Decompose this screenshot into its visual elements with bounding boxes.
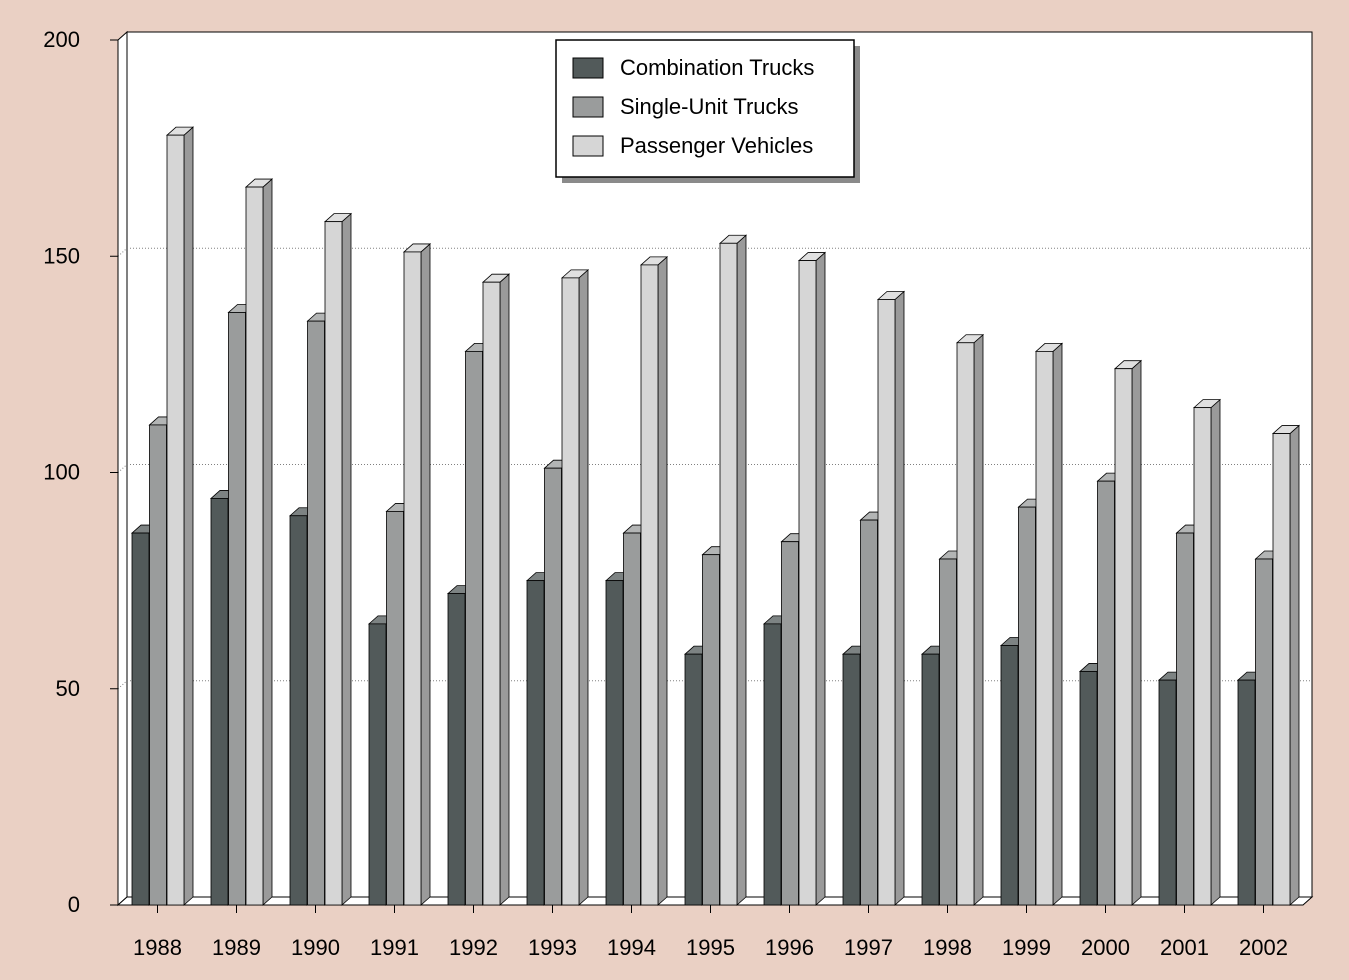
legend-label: Combination Trucks xyxy=(620,55,814,80)
x-tick-label: 2000 xyxy=(1081,935,1130,960)
bar xyxy=(798,260,817,906)
legend-label: Single-Unit Trucks xyxy=(620,94,799,119)
y-tick-label: 100 xyxy=(43,460,80,485)
bar-side xyxy=(499,273,510,906)
bar xyxy=(1193,407,1212,906)
tick-labels: 0 50 100 150 200 1988 1989 1990 1991 1992 1993 1994… xyxy=(43,27,1288,960)
x-tick-label: 1999 xyxy=(1002,935,1051,960)
bar xyxy=(921,653,940,906)
bar xyxy=(956,342,975,906)
bar xyxy=(544,467,562,906)
bar xyxy=(605,580,624,906)
bar xyxy=(684,653,703,906)
bar xyxy=(166,134,185,906)
x-tick-label: 1996 xyxy=(765,935,814,960)
bar xyxy=(702,554,720,906)
bar-side xyxy=(341,212,352,906)
bar xyxy=(640,264,659,906)
bar xyxy=(1097,480,1115,906)
bar-side xyxy=(894,290,905,906)
bar-side xyxy=(1131,359,1142,906)
bar xyxy=(763,623,782,906)
bar xyxy=(781,541,799,906)
bar xyxy=(307,320,325,906)
legend-box xyxy=(555,39,855,178)
bar-side xyxy=(736,234,747,906)
bars xyxy=(130,126,1301,906)
bar xyxy=(842,653,861,906)
y-tick-label: 200 xyxy=(43,27,80,52)
legend-swatch xyxy=(572,96,604,118)
bar xyxy=(1000,645,1019,906)
legend: Combination Trucks Single-Unit Trucks Pass… xyxy=(555,39,860,183)
legend-label: Passenger Vehicles xyxy=(620,133,813,158)
bar xyxy=(1035,350,1054,906)
bar xyxy=(1018,506,1036,906)
bar xyxy=(1079,671,1098,906)
y-tick-label: 0 xyxy=(68,892,80,917)
bar xyxy=(1272,433,1291,906)
bar xyxy=(1255,558,1273,906)
bar-side xyxy=(657,256,668,906)
gridline-side xyxy=(117,680,128,690)
bar xyxy=(368,623,387,906)
bar xyxy=(447,593,466,906)
legend-swatch xyxy=(572,57,604,79)
x-tick-label: 2002 xyxy=(1239,935,1288,960)
bar xyxy=(1176,532,1194,906)
x-tick-label: 1993 xyxy=(528,935,577,960)
x-tick-label: 1994 xyxy=(607,935,656,960)
bar-side xyxy=(262,178,273,906)
bar xyxy=(561,277,580,906)
y-tick-label: 50 xyxy=(56,676,80,701)
x-tick-label: 2001 xyxy=(1160,935,1209,960)
bar-side xyxy=(1052,342,1063,906)
gridline-side xyxy=(117,247,128,257)
x-tick-label: 1988 xyxy=(133,935,182,960)
bar xyxy=(526,580,545,906)
bar xyxy=(939,558,957,906)
y-tick-label: 150 xyxy=(43,243,80,268)
bar xyxy=(403,251,422,906)
bar-side xyxy=(1210,398,1221,906)
gridline-side xyxy=(117,464,128,473)
bar xyxy=(228,312,246,906)
bar xyxy=(860,519,878,906)
bar xyxy=(877,299,896,906)
bar-side xyxy=(815,251,826,906)
x-tick-label: 1995 xyxy=(686,935,735,960)
bar xyxy=(1114,368,1133,906)
bar-side xyxy=(420,243,431,906)
bar-side xyxy=(973,333,984,906)
bar xyxy=(149,424,167,906)
x-tick-label: 1991 xyxy=(370,935,419,960)
bar xyxy=(245,186,264,906)
bar xyxy=(386,511,404,906)
bar xyxy=(131,532,150,906)
bar xyxy=(1158,679,1177,906)
bar xyxy=(623,532,641,906)
x-tick-label: 1992 xyxy=(449,935,498,960)
x-tick-label: 1990 xyxy=(291,935,340,960)
bar xyxy=(210,498,229,906)
bar xyxy=(1237,679,1256,906)
bar-side xyxy=(1289,424,1300,906)
x-tick-label: 1997 xyxy=(844,935,893,960)
bar xyxy=(482,281,501,906)
x-tick-label: 1989 xyxy=(212,935,261,960)
bar xyxy=(719,242,738,906)
bar xyxy=(289,515,308,906)
bar xyxy=(324,221,343,906)
bar xyxy=(465,350,483,906)
bar-side xyxy=(183,126,194,906)
bar-side xyxy=(578,268,589,906)
x-tick-label: 1998 xyxy=(923,935,972,960)
legend-swatch xyxy=(572,135,604,157)
